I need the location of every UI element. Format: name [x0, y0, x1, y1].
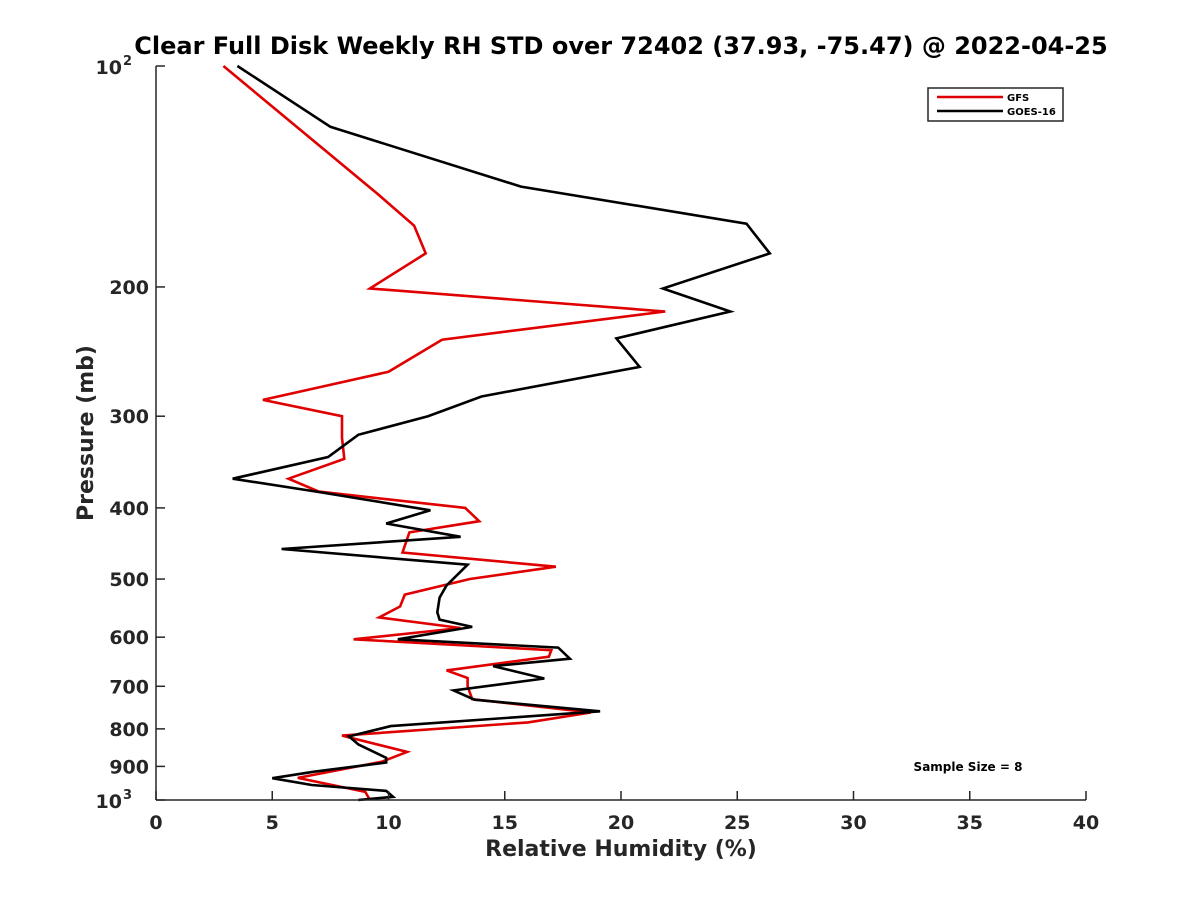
- x-tick-label: 10: [375, 812, 401, 834]
- legend-box: [927, 87, 1064, 122]
- x-tick-label: 35: [957, 812, 983, 834]
- y-tick-label: 10: [96, 791, 122, 813]
- series-line-gfs: [222, 64, 666, 801]
- y-axis-label: Pressure (mb): [74, 345, 99, 521]
- x-tick-label: 25: [724, 812, 750, 834]
- series-line-goes-16: [232, 64, 772, 802]
- x-tick-label: 15: [492, 812, 518, 834]
- y-tick-label: 600: [109, 627, 149, 649]
- y-tick-label: 500: [109, 569, 149, 591]
- y-tick-label: 700: [109, 676, 149, 698]
- plot-area: [156, 66, 1086, 800]
- x-tick-label: 0: [149, 812, 162, 834]
- y-tick-label: 300: [109, 406, 149, 428]
- x-tick-label: 30: [840, 812, 866, 834]
- x-tick-label: 40: [1073, 812, 1099, 834]
- legend: GFS GOES-16: [927, 87, 1064, 122]
- sample-size-annotation: Sample Size = 8: [914, 760, 1023, 774]
- x-tick-label: 5: [266, 812, 279, 834]
- series-layer: [222, 64, 772, 802]
- chart-title: Clear Full Disk Weekly RH STD over 72402…: [134, 32, 1107, 60]
- y-tick-label: 200: [109, 277, 149, 299]
- y-tick-label: 400: [109, 498, 149, 520]
- y-tick-exponent: 3: [123, 788, 132, 803]
- legend-goes16-label: GOES-16: [1007, 107, 1056, 118]
- y-tick-label: 800: [109, 719, 149, 741]
- y-tick-exponent: 2: [123, 54, 132, 69]
- y-tick-label: 10: [96, 57, 122, 79]
- legend-gfs-label: GFS: [1007, 93, 1029, 104]
- x-tick-label: 20: [608, 812, 634, 834]
- y-tick-label: 900: [109, 756, 149, 778]
- plot-background: [156, 66, 1086, 800]
- x-axis-label: Relative Humidity (%): [485, 837, 757, 862]
